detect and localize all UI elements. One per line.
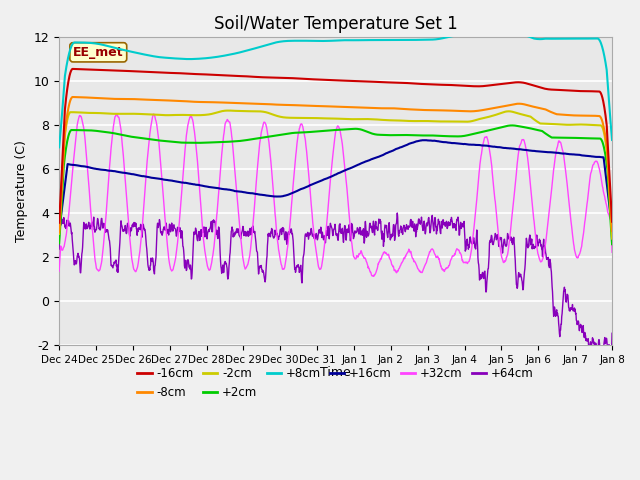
Text: EE_met: EE_met (73, 46, 124, 59)
X-axis label: Time: Time (320, 366, 351, 379)
Title: Soil/Water Temperature Set 1: Soil/Water Temperature Set 1 (214, 15, 458, 33)
Y-axis label: Temperature (C): Temperature (C) (15, 140, 28, 242)
Legend: -16cm, -8cm, -2cm, +2cm, +8cm, +16cm, +32cm, +64cm: -16cm, -8cm, -2cm, +2cm, +8cm, +16cm, +3… (132, 363, 538, 404)
